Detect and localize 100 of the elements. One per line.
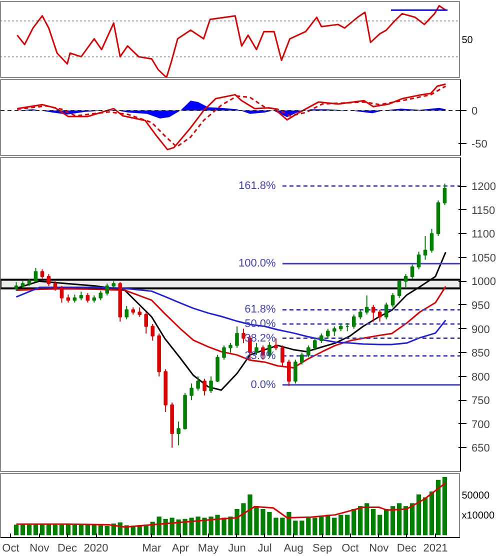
candlestick (410, 264, 414, 280)
candlestick (216, 354, 220, 383)
y-tick-label: 950 (472, 300, 490, 312)
y-tick-label: -50 (472, 138, 488, 151)
x-tick-label: Nov (369, 542, 390, 554)
x-tick-label: Dec (57, 542, 78, 554)
candlestick (306, 344, 310, 358)
candlestick (86, 292, 90, 304)
y-tick-label: 850 (472, 348, 490, 360)
candlestick (384, 302, 388, 320)
bar (26, 524, 32, 536)
bar (422, 497, 428, 536)
annotation: 161.8% (238, 180, 276, 192)
x-tick-label: Sep (312, 542, 332, 554)
y-tick-label: 1150 (472, 204, 496, 217)
y-tick-label: 800 (472, 371, 490, 384)
bar (429, 492, 434, 536)
candlestick (404, 274, 408, 289)
candlestick (364, 294, 369, 315)
candlestick (196, 376, 200, 392)
candlestick (222, 344, 226, 360)
bar (338, 514, 344, 536)
y-tick-label: 900 (472, 324, 490, 336)
bar (384, 508, 389, 536)
y-tick-label: 750 (472, 395, 490, 408)
candlestick (242, 328, 246, 344)
bar (390, 506, 396, 536)
candlestick (358, 309, 362, 320)
bar (312, 518, 318, 536)
candlestick (416, 251, 421, 270)
candlestick (40, 268, 44, 280)
x-tick-label: 2020 (84, 542, 108, 554)
bar (371, 508, 376, 536)
candlestick (300, 352, 304, 365)
bar (377, 514, 382, 536)
x-tick-label: Aug (284, 542, 304, 554)
bar (14, 524, 19, 536)
candlestick (34, 267, 38, 283)
text: 50 (462, 35, 474, 46)
y-tick-label: 1000 (472, 276, 496, 288)
candlestick (371, 304, 376, 322)
y-tick-label: 1200 (472, 181, 496, 194)
candlestick (274, 338, 278, 351)
bar (358, 506, 363, 536)
bar (396, 503, 402, 536)
bar (306, 518, 311, 536)
line-series (16, 251, 446, 391)
x-tick-label: Oct (2, 542, 20, 554)
bar (364, 503, 370, 536)
bar (59, 524, 64, 536)
x-tick-label: Apr (172, 542, 190, 554)
bar (352, 508, 356, 536)
bar (98, 525, 103, 536)
candlestick (235, 326, 239, 348)
candlestick (46, 274, 51, 286)
annotation: 100.0% (238, 258, 276, 270)
candlestick (190, 382, 194, 401)
candlestick (423, 236, 428, 260)
candlestick (105, 283, 110, 296)
bar (416, 494, 422, 536)
candlestick (176, 421, 180, 446)
annotation: 0.0% (250, 378, 276, 391)
x-tick-label: Jul (258, 542, 272, 554)
bar (345, 514, 350, 536)
candlestick (228, 342, 232, 354)
candlestick (138, 306, 142, 318)
bar (319, 516, 324, 536)
y-tick-label: 650 (472, 442, 490, 455)
y-tick-label: 1050 (472, 252, 496, 264)
bar (78, 524, 84, 536)
x-tick-label: Dec (396, 542, 417, 554)
y-tick-label: 700 (472, 418, 490, 431)
text: 50000 (462, 490, 490, 502)
candlestick (144, 312, 148, 334)
candlestick (442, 183, 447, 206)
text: x10000 (462, 510, 495, 522)
bar (332, 518, 337, 536)
annotation: 61.8% (244, 304, 276, 316)
candlestick (124, 305, 129, 320)
line-series (16, 286, 446, 346)
candlestick (430, 228, 434, 254)
candlestick (98, 290, 103, 301)
bar (52, 524, 58, 536)
bar (436, 480, 441, 536)
candlestick (352, 314, 356, 330)
bar (104, 526, 110, 536)
x-tick-label: Nov (30, 542, 50, 554)
candlestick (390, 292, 395, 308)
candlestick (332, 326, 336, 336)
candlestick (397, 280, 402, 298)
x-tick-label: Mar (142, 542, 162, 554)
bar (300, 520, 304, 536)
candlestick (202, 378, 206, 396)
candlestick (319, 333, 324, 344)
candlestick (209, 376, 213, 394)
x-tick-label: 2021 (423, 542, 448, 554)
candlestick (294, 359, 298, 384)
candlestick (150, 324, 154, 342)
y-tick-label: 1100 (472, 228, 496, 241)
candlestick (326, 328, 330, 339)
